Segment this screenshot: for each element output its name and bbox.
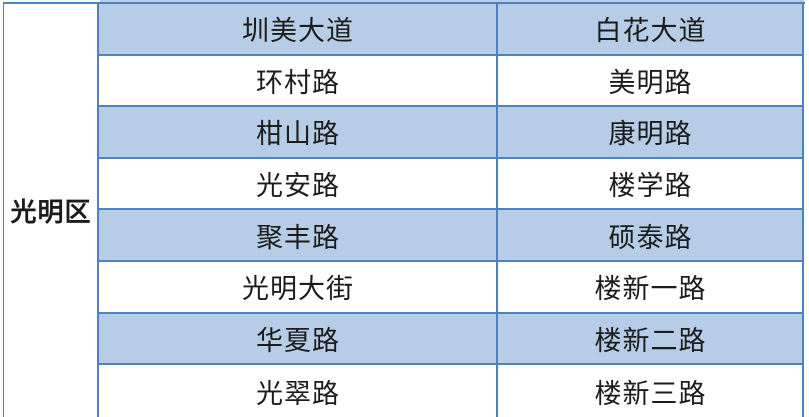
road-name: 白花大道 bbox=[594, 16, 707, 48]
road-name: 康明路 bbox=[608, 119, 693, 151]
road-name: 光安路 bbox=[256, 171, 340, 203]
road-name: 聚丰路 bbox=[256, 222, 340, 254]
road-cell-left: 光翠路 bbox=[99, 365, 498, 417]
road-cell-right: 楼新二路 bbox=[498, 313, 804, 366]
road-cell-left: 圳美大道 bbox=[99, 4, 498, 56]
road-name: 楼新一路 bbox=[594, 274, 707, 306]
road-cell-left: 柑山路 bbox=[99, 107, 498, 159]
road-name: 楼新二路 bbox=[594, 325, 707, 357]
road-cell-left: 环村路 bbox=[99, 55, 498, 108]
road-name: 光明大街 bbox=[242, 274, 354, 306]
region-label-cell: 光明区 bbox=[4, 4, 99, 417]
road-name: 环村路 bbox=[256, 67, 340, 99]
road-name: 圳美大道 bbox=[242, 16, 354, 48]
road-cell-left: 光明大街 bbox=[99, 261, 498, 314]
roads-table: 光明区 圳美大道 白花大道 环村路 美明路 柑山路 康明路 光安路 楼学路 聚丰… bbox=[3, 2, 805, 417]
road-cell-left: 聚丰路 bbox=[99, 210, 498, 262]
road-cell-right: 白花大道 bbox=[498, 4, 804, 56]
road-name: 华夏路 bbox=[256, 325, 340, 357]
road-name: 楼学路 bbox=[608, 171, 693, 203]
road-name: 光翠路 bbox=[256, 378, 340, 410]
road-cell-right: 硕泰路 bbox=[498, 210, 804, 262]
road-cell-left: 光安路 bbox=[99, 158, 498, 211]
road-cell-right: 楼新三路 bbox=[498, 365, 804, 417]
road-cell-right: 美明路 bbox=[498, 55, 804, 108]
road-name: 美明路 bbox=[608, 67, 693, 99]
road-name: 楼新三路 bbox=[594, 378, 707, 410]
road-name: 柑山路 bbox=[256, 119, 340, 151]
cropped-row-sliver bbox=[100, 0, 804, 2]
road-cell-right: 楼学路 bbox=[498, 158, 804, 211]
road-cell-left: 华夏路 bbox=[99, 313, 498, 366]
road-name: 硕泰路 bbox=[608, 222, 693, 254]
region-label: 光明区 bbox=[10, 198, 92, 228]
road-cell-right: 楼新一路 bbox=[498, 261, 804, 314]
road-cell-right: 康明路 bbox=[498, 107, 804, 159]
